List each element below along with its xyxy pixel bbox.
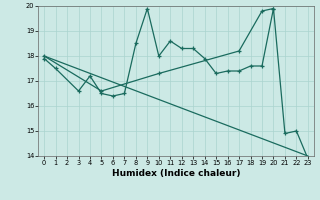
X-axis label: Humidex (Indice chaleur): Humidex (Indice chaleur) [112,169,240,178]
